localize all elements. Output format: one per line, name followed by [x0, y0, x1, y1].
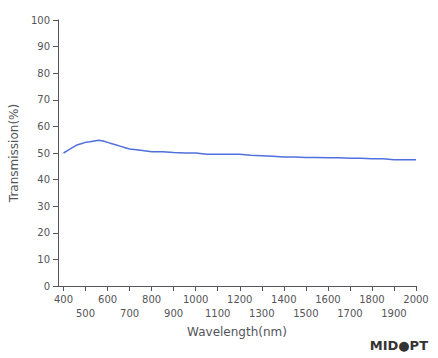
- svg-text:1800: 1800: [359, 294, 384, 305]
- svg-text:100: 100: [31, 15, 50, 26]
- svg-text:1600: 1600: [315, 294, 340, 305]
- svg-text:50: 50: [37, 148, 50, 159]
- svg-text:70: 70: [37, 94, 50, 105]
- svg-text:1000: 1000: [183, 294, 208, 305]
- svg-text:10: 10: [37, 254, 50, 265]
- svg-text:1900: 1900: [381, 308, 406, 319]
- svg-text:80: 80: [37, 68, 50, 79]
- svg-text:1200: 1200: [227, 294, 252, 305]
- svg-text:700: 700: [120, 308, 139, 319]
- svg-text:40: 40: [37, 174, 50, 185]
- svg-text:Wavelength(nm): Wavelength(nm): [187, 325, 287, 339]
- svg-text:800: 800: [142, 294, 161, 305]
- svg-text:MID●PT: MID●PT: [370, 338, 428, 353]
- svg-text:20: 20: [37, 227, 50, 238]
- svg-text:2000: 2000: [403, 294, 428, 305]
- svg-text:Transmission(%): Transmission(%): [7, 104, 21, 203]
- svg-text:1300: 1300: [249, 308, 274, 319]
- svg-text:900: 900: [164, 308, 183, 319]
- svg-text:30: 30: [37, 201, 50, 212]
- svg-text:600: 600: [98, 294, 117, 305]
- svg-text:1500: 1500: [293, 308, 318, 319]
- svg-text:1100: 1100: [205, 308, 230, 319]
- svg-text:400: 400: [54, 294, 73, 305]
- svg-text:90: 90: [37, 41, 50, 52]
- svg-text:0: 0: [44, 281, 50, 292]
- svg-text:1700: 1700: [337, 308, 362, 319]
- svg-text:1400: 1400: [271, 294, 296, 305]
- svg-text:60: 60: [37, 121, 50, 132]
- svg-text:500: 500: [76, 308, 95, 319]
